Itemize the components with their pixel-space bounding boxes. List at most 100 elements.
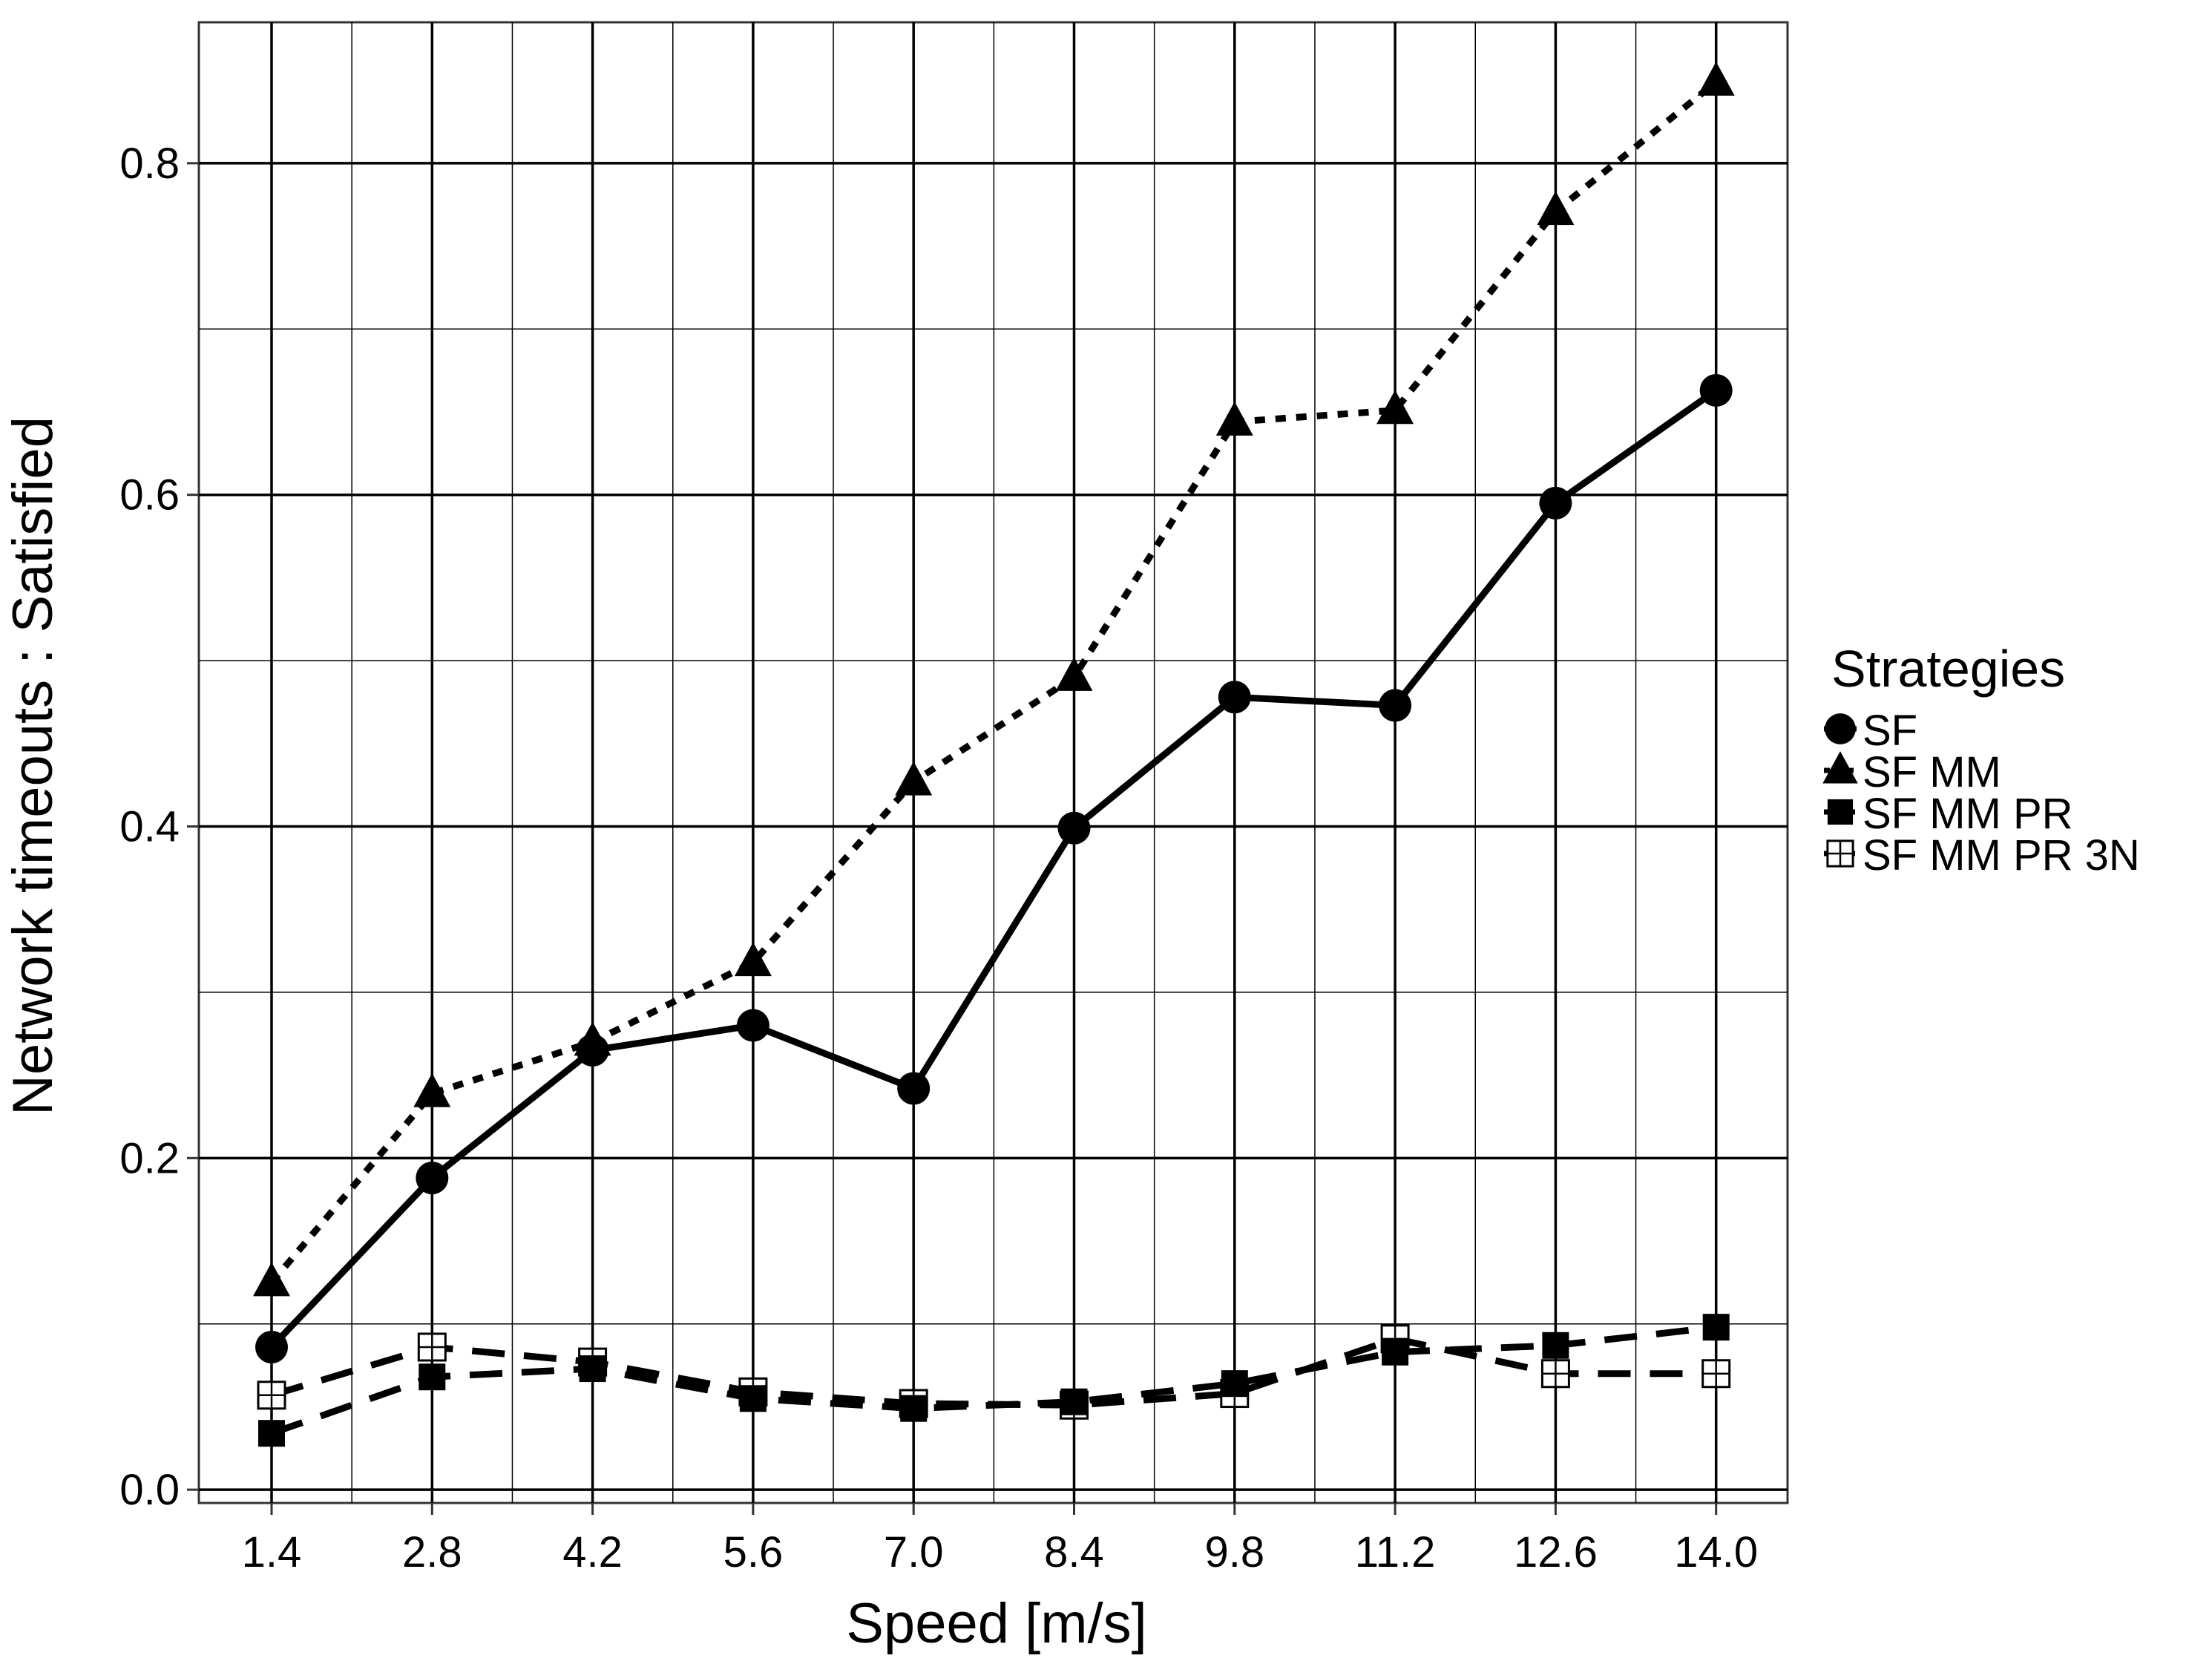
x-axis-title: Speed [m/s] bbox=[846, 1592, 1147, 1655]
data-point-sf-mm bbox=[1537, 191, 1575, 226]
square-marker-shape bbox=[579, 1355, 606, 1383]
circle-marker-shape bbox=[897, 1072, 931, 1105]
x-tick-label: 5.6 bbox=[723, 1528, 784, 1576]
triangle-marker-shape bbox=[1215, 402, 1253, 436]
data-point-sf-mm-pr bbox=[1221, 1370, 1248, 1398]
triangle-marker-shape bbox=[895, 761, 933, 796]
data-point-sf bbox=[1699, 373, 1733, 407]
x-tick-label: 4.2 bbox=[562, 1528, 623, 1576]
data-point-sf bbox=[1379, 689, 1412, 722]
legend-key-marker bbox=[1826, 839, 1854, 868]
data-point-sf-mm-pr-3n bbox=[1540, 1359, 1570, 1389]
data-point-sf bbox=[255, 1331, 288, 1363]
legend-title: Strategies bbox=[1831, 640, 2065, 698]
data-point-sf-mm bbox=[413, 1072, 451, 1107]
data-point-sf-mm-pr bbox=[579, 1355, 606, 1383]
data-point-sf-mm-pr bbox=[739, 1385, 767, 1412]
plot-panel bbox=[197, 21, 1789, 1504]
legend-key-marker bbox=[1822, 751, 1858, 784]
data-point-sf bbox=[897, 1072, 931, 1105]
legend-label: SF MM PR bbox=[1863, 790, 2073, 838]
triangle-marker-shape bbox=[734, 942, 772, 977]
square-marker-shape bbox=[1702, 1314, 1730, 1341]
triangle-marker-shape bbox=[1537, 191, 1575, 226]
square-marker-shape bbox=[419, 1363, 446, 1391]
square-marker-shape bbox=[1060, 1388, 1088, 1415]
data-point-sf bbox=[416, 1162, 449, 1195]
x-tick-label: 8.4 bbox=[1044, 1528, 1104, 1576]
triangle-marker-shape bbox=[1822, 751, 1858, 784]
data-point-sf-mm-pr-3n bbox=[417, 1332, 447, 1362]
circle-marker-shape bbox=[255, 1331, 288, 1363]
legend-key-marker bbox=[1825, 713, 1856, 744]
triangle-marker-shape bbox=[1376, 390, 1414, 425]
circle-marker-shape bbox=[1699, 373, 1733, 407]
circle-marker-shape bbox=[1825, 713, 1856, 744]
data-point-sf-mm bbox=[734, 942, 772, 977]
data-point-sf-mm-pr bbox=[258, 1420, 285, 1447]
legend-label: SF MM bbox=[1863, 748, 2001, 796]
series-line-sf-mm-pr bbox=[270, 1323, 1717, 1437]
data-point-sf bbox=[736, 1009, 769, 1042]
circle-marker-shape bbox=[1057, 811, 1091, 845]
data-point-sf-mm bbox=[1376, 390, 1414, 425]
legend-key-marker bbox=[1827, 799, 1854, 825]
y-tick-label: 0.8 bbox=[119, 140, 180, 188]
data-point-sf bbox=[1057, 811, 1091, 845]
data-point-sf-mm-pr-3n bbox=[257, 1381, 286, 1410]
data-point-sf-mm-pr bbox=[1060, 1388, 1088, 1415]
circle-marker-shape bbox=[1218, 681, 1251, 714]
y-tick-label: 0.2 bbox=[119, 1134, 180, 1182]
square-marker-shape bbox=[1542, 1332, 1569, 1359]
data-point-sf-mm-pr-3n bbox=[1701, 1359, 1731, 1389]
y-axis-title: Network timeouts : Satisfied bbox=[1, 416, 65, 1116]
data-point-sf-mm-pr bbox=[900, 1395, 928, 1422]
circle-marker-shape bbox=[1379, 689, 1412, 722]
x-tick-label: 14.0 bbox=[1674, 1528, 1758, 1576]
series-layer bbox=[253, 62, 1735, 1447]
circle-marker-shape bbox=[576, 1034, 609, 1067]
data-point-sf bbox=[576, 1034, 609, 1067]
axes: 1.4 2.8 4.2 5.6 7.0 8.4 9.8 11.2 12.6 14.0 0.0 0.2 0… bbox=[119, 140, 1758, 1576]
data-point-sf bbox=[1218, 681, 1251, 714]
x-tick-label: 11.2 bbox=[1355, 1528, 1436, 1576]
square-marker-shape bbox=[739, 1385, 767, 1412]
x-tick-label: 2.8 bbox=[402, 1528, 462, 1576]
legend-key bbox=[1824, 839, 1857, 868]
x-tick-label: 1.4 bbox=[242, 1528, 302, 1576]
y-tick-label: 0.6 bbox=[119, 471, 180, 520]
square-marker-shape bbox=[1382, 1338, 1409, 1366]
x-tick-label: 7.0 bbox=[884, 1528, 944, 1576]
triangle-marker-shape bbox=[1055, 657, 1093, 691]
data-point-sf-mm-pr bbox=[1702, 1314, 1730, 1341]
legend-key bbox=[1824, 799, 1857, 825]
legend-key bbox=[1822, 751, 1858, 784]
square-marker-shape bbox=[258, 1420, 285, 1447]
circle-marker-shape bbox=[1539, 486, 1572, 520]
legend-key bbox=[1824, 713, 1857, 744]
data-point-sf-mm bbox=[1697, 62, 1735, 96]
legend-label: SF MM PR 3N bbox=[1863, 831, 2140, 880]
data-point-sf bbox=[1539, 486, 1572, 520]
triangle-marker-shape bbox=[253, 1262, 290, 1297]
square-marker-shape bbox=[900, 1395, 928, 1422]
grid bbox=[197, 21, 1789, 1504]
x-tick-label: 12.6 bbox=[1514, 1528, 1598, 1576]
data-point-sf-mm bbox=[895, 761, 933, 796]
data-point-sf-mm-pr bbox=[419, 1363, 446, 1391]
series-line-sf bbox=[269, 387, 1719, 1350]
square-marker-shape bbox=[1221, 1370, 1248, 1398]
circle-marker-shape bbox=[736, 1009, 769, 1042]
data-point-sf-mm bbox=[253, 1262, 290, 1297]
data-point-sf-mm bbox=[1055, 657, 1093, 691]
triangle-marker-shape bbox=[1697, 62, 1735, 96]
legend-label: SF bbox=[1863, 707, 1917, 755]
data-point-sf-mm bbox=[1215, 402, 1253, 436]
square-marker-shape bbox=[1827, 799, 1854, 825]
y-tick-label: 0.0 bbox=[119, 1466, 180, 1514]
x-tick-label: 9.8 bbox=[1204, 1528, 1264, 1576]
data-point-sf-mm-pr bbox=[1542, 1332, 1569, 1359]
